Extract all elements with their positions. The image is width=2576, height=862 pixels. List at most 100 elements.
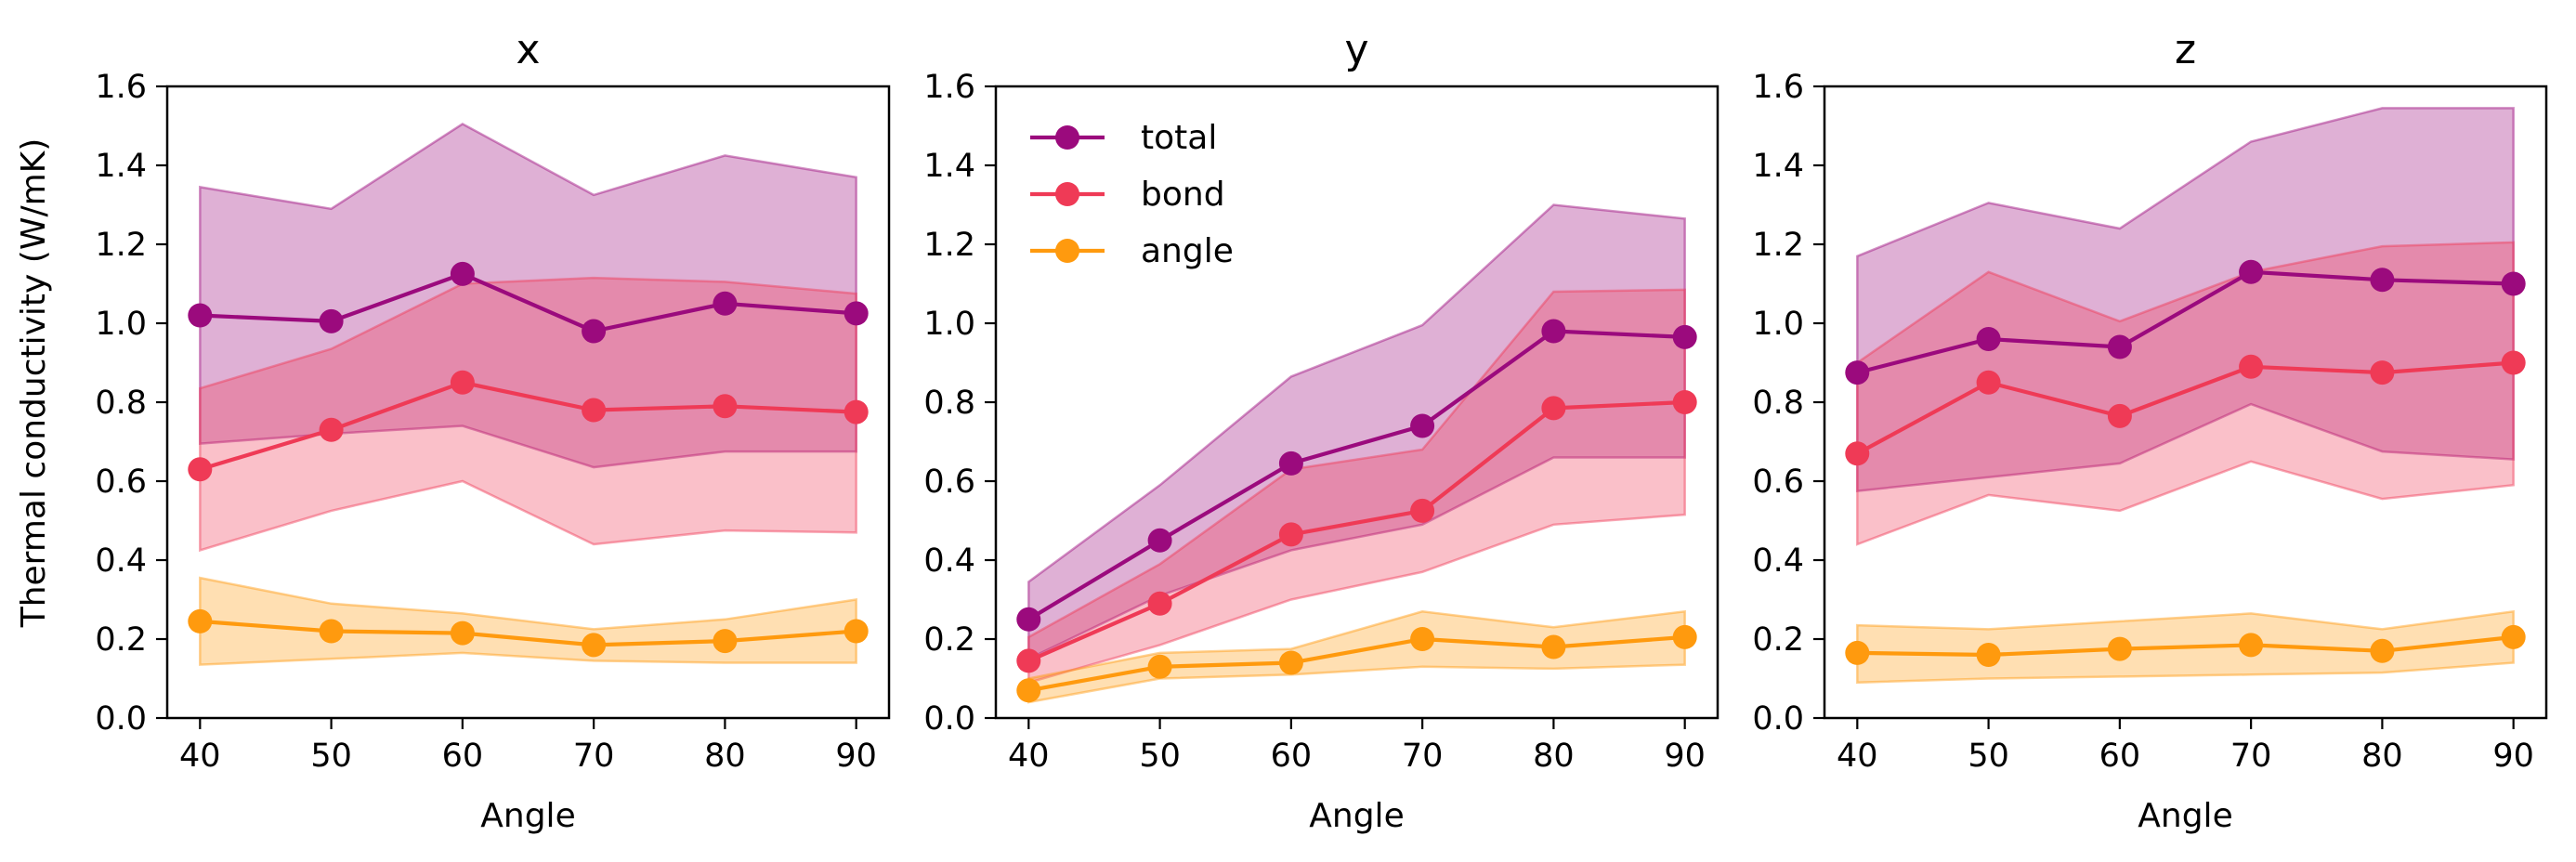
- point-bond-x-70: [582, 398, 607, 423]
- x-tick-label-z-70: 70: [2230, 738, 2272, 775]
- x-tick-label-y-50: 50: [1139, 738, 1181, 775]
- x-tick-label-y-70: 70: [1402, 738, 1444, 775]
- y-tick-label-y-0.0: 0.0: [923, 700, 975, 738]
- band-total-z: [1856, 107, 2515, 492]
- y-tick-label-z-0.8: 0.8: [1752, 385, 1804, 422]
- y-tick-label-z-0.6: 0.6: [1752, 464, 1804, 501]
- legend-label-total: total: [1141, 119, 1217, 157]
- point-total-x-90: [843, 301, 869, 326]
- legend-label-bond: bond: [1141, 176, 1225, 214]
- point-bond-z-80: [2370, 360, 2395, 385]
- point-angle-y-60: [1278, 650, 1303, 675]
- x-tick-label-x-40: 40: [179, 738, 221, 775]
- point-total-x-70: [582, 319, 607, 344]
- y-tick-label-z-1.2: 1.2: [1752, 227, 1804, 264]
- point-angle-y-70: [1410, 627, 1435, 651]
- line-bond-y: [1027, 399, 1685, 663]
- y-tick-label-y-0.4: 0.4: [923, 542, 975, 580]
- point-bond-y-40: [1016, 648, 1041, 673]
- band-angle-x: [199, 576, 857, 666]
- point-angle-x-50: [319, 619, 344, 644]
- point-total-z-40: [1845, 360, 1870, 385]
- panel-y: 40 50 60 70 80 90 0.0 0.2 0.4 0.6 0.8 1.0 1.2 1.4 1.6 y…: [923, 26, 1720, 835]
- point-bond-x-50: [319, 417, 344, 442]
- legend-marker-bond: [1055, 182, 1079, 206]
- x-tick-label-x-80: 80: [704, 738, 746, 775]
- y-tick-label-y-1.4: 1.4: [923, 148, 975, 185]
- point-angle-x-70: [582, 633, 607, 658]
- point-bond-z-90: [2501, 350, 2526, 375]
- y-tick-label-z-0.0: 0.0: [1752, 700, 1804, 738]
- legend: total bond angle: [1030, 119, 1234, 270]
- point-angle-z-40: [1845, 640, 1870, 665]
- point-bond-x-90: [843, 399, 869, 424]
- x-tick-label-z-40: 40: [1837, 738, 1878, 775]
- legend-label-angle: angle: [1141, 232, 1234, 270]
- x-tick-label-z-90: 90: [2492, 738, 2534, 775]
- y-tick-label-x-0.6: 0.6: [95, 464, 147, 501]
- x-tick-label-z-50: 50: [1968, 738, 2009, 775]
- line-bond-z: [1856, 360, 2514, 456]
- line-total-z: [1856, 269, 2514, 375]
- line-total-y: [1027, 329, 1685, 621]
- y-tick-label-z-1.0: 1.0: [1752, 306, 1804, 343]
- point-total-z-70: [2239, 259, 2264, 284]
- line-angle-y: [1027, 634, 1685, 693]
- y-tick-label-y-1.0: 1.0: [923, 306, 975, 343]
- y-tick-label-x-1.4: 1.4: [95, 148, 147, 185]
- panel-title-x: x: [516, 26, 540, 73]
- x-axis-label-x: Angle: [480, 797, 575, 835]
- point-bond-y-70: [1410, 498, 1435, 523]
- point-angle-z-70: [2239, 633, 2264, 658]
- point-bond-y-90: [1672, 390, 1697, 414]
- point-total-z-80: [2370, 268, 2395, 293]
- x-tick-label-x-60: 60: [442, 738, 484, 775]
- point-angle-z-90: [2501, 624, 2526, 649]
- line-bond-x: [199, 380, 856, 472]
- point-bond-z-40: [1845, 441, 1870, 466]
- point-angle-x-80: [713, 629, 738, 654]
- point-angle-x-40: [188, 608, 213, 633]
- point-bond-z-70: [2239, 354, 2264, 379]
- point-total-y-70: [1410, 413, 1435, 438]
- point-angle-x-90: [843, 619, 869, 644]
- y-tick-label-z-0.4: 0.4: [1752, 542, 1804, 580]
- line-angle-x: [200, 619, 856, 647]
- point-total-z-60: [2107, 334, 2132, 359]
- legend-marker-total: [1055, 125, 1079, 150]
- y-tick-label-y-0.2: 0.2: [923, 621, 975, 659]
- panel-x: 40 50 60 70 80 90 0.0 0.2 0.4 0.6 0.8 1.0 1.2 1.4 1.6 x…: [95, 26, 891, 835]
- point-total-y-60: [1278, 451, 1303, 476]
- line-total-x: [200, 271, 856, 333]
- x-tick-label-x-90: 90: [835, 738, 877, 775]
- y-tick-label-y-0.8: 0.8: [923, 385, 975, 422]
- point-total-z-50: [1976, 327, 2001, 351]
- y-tick-label-y-1.6: 1.6: [923, 69, 975, 106]
- x-axis-label-z: Angle: [2138, 797, 2232, 835]
- y-tick-label-x-0.2: 0.2: [95, 621, 147, 659]
- y-tick-label-x-0.4: 0.4: [95, 542, 147, 580]
- point-angle-z-80: [2370, 638, 2395, 663]
- y-tick-label-x-1.0: 1.0: [95, 306, 147, 343]
- point-angle-z-60: [2107, 636, 2132, 661]
- point-angle-x-60: [450, 620, 475, 646]
- x-tick-label-x-70: 70: [573, 738, 615, 775]
- point-bond-y-60: [1278, 522, 1303, 547]
- y-axis-label: Thermal conductivity (W/mK): [15, 138, 53, 629]
- y-tick-label-x-0.8: 0.8: [95, 385, 147, 422]
- legend-marker-angle: [1055, 239, 1079, 263]
- panel-title-y: y: [1344, 26, 1368, 73]
- point-total-x-80: [713, 291, 738, 316]
- point-total-x-50: [319, 308, 344, 333]
- point-bond-x-40: [188, 457, 213, 482]
- y-tick-label-x-1.2: 1.2: [95, 227, 147, 264]
- x-tick-label-x-50: 50: [310, 738, 352, 775]
- point-angle-y-90: [1672, 624, 1697, 649]
- y-tick-label-z-1.6: 1.6: [1752, 69, 1804, 106]
- x-axis-label-y: Angle: [1309, 797, 1404, 835]
- point-bond-y-50: [1147, 591, 1172, 616]
- panel-z: 40 50 60 70 80 90 0.0 0.2 0.4 0.6 0.8 1.0 1.2 1.4 1.6 z…: [1752, 26, 2548, 835]
- x-tick-label-y-60: 60: [1271, 738, 1313, 775]
- y-tick-label-y-1.2: 1.2: [923, 227, 975, 264]
